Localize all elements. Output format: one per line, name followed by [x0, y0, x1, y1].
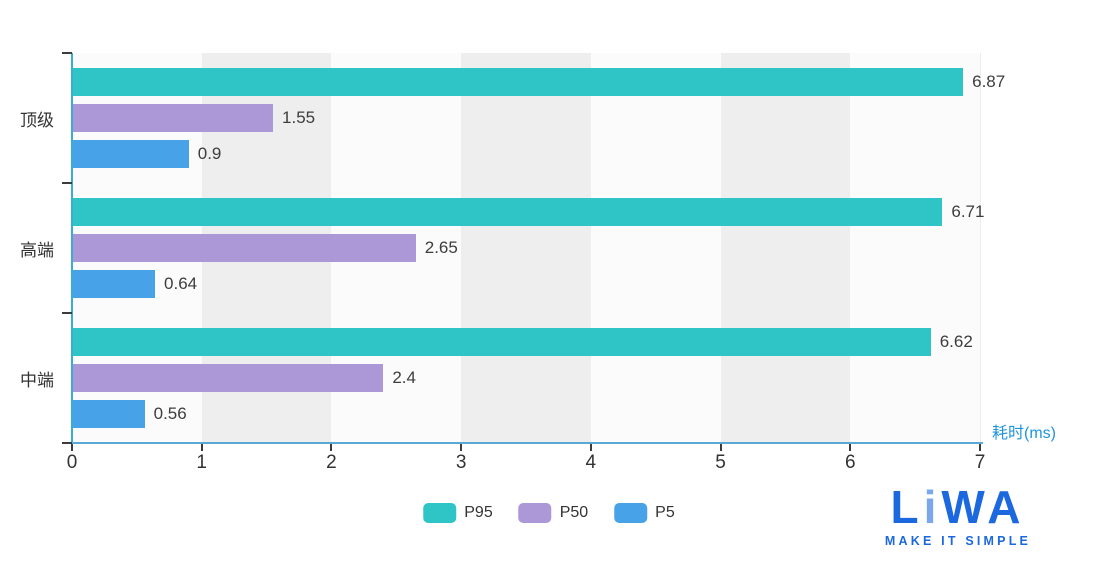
category-label-高端: 高端: [20, 240, 54, 260]
legend-swatch-p50: [518, 503, 552, 523]
bar-p50-中端: [72, 364, 384, 392]
logo-tagline: MAKE IT SIMPLE: [884, 534, 1032, 548]
x-tick-label: 3: [455, 452, 467, 473]
x-tick: [979, 444, 981, 451]
y-tick: [62, 442, 72, 444]
bar-p5-中端: [72, 400, 145, 428]
logo: LiWA MAKE IT SIMPLE: [850, 484, 1066, 548]
value-label: 0.9: [197, 144, 222, 163]
value-label: 2.65: [424, 238, 458, 257]
logo-letter: L: [890, 481, 924, 533]
value-label: 6.62: [939, 332, 973, 351]
x-tick: [719, 444, 722, 451]
category-label-顶级: 顶级: [20, 110, 54, 130]
x-axis-title: 耗时(ms): [992, 425, 1056, 442]
bar-p50-高端: [72, 234, 416, 262]
legend-label: P50: [559, 504, 589, 521]
y-tick: [62, 182, 72, 184]
legend: P95 P50 P5: [423, 503, 675, 523]
x-tick-label: 0: [66, 452, 78, 473]
x-tick: [200, 444, 203, 451]
category-label-中端: 中端: [20, 370, 54, 390]
value-label: 2.4: [392, 368, 416, 387]
plot-area: 6.87 1.55 0.9 6.71 2.65 0.64 6.62 2.4 0.56: [72, 53, 1005, 443]
bar-p50-顶级: [72, 104, 274, 132]
bar-p95-中端: [72, 328, 931, 356]
value-label: 6.71: [951, 202, 985, 221]
x-tick-label: 1: [196, 452, 207, 473]
x-tick: [589, 444, 592, 451]
y-tick: [62, 312, 72, 314]
x-tick: [71, 444, 73, 451]
x-tick-label: 2: [326, 452, 337, 473]
x-axis-line: [71, 442, 983, 444]
legend-label: P5: [655, 504, 675, 521]
x-tick: [849, 444, 852, 451]
grid-band: [461, 53, 591, 443]
bar-p5-顶级: [72, 140, 189, 168]
bar-p5-高端: [72, 270, 156, 298]
logo-wordmark: LiWA: [850, 484, 1066, 530]
logo-letter: W: [941, 481, 988, 533]
x-tick-label: 6: [844, 452, 856, 473]
logo-letter: i: [923, 481, 942, 533]
x-tick: [330, 444, 333, 451]
logo-letter: A: [987, 481, 1026, 533]
legend-item-p5[interactable]: P5: [614, 503, 675, 523]
bar-p95-高端: [72, 198, 943, 226]
legend-swatch-p95: [423, 503, 457, 523]
value-label: 0.64: [164, 274, 198, 293]
legend-label: P95: [464, 504, 493, 521]
legend-item-p50[interactable]: P50: [518, 503, 589, 523]
grid-band: [720, 53, 851, 443]
y-axis-category-labels: 顶级 高端 中端: [0, 53, 64, 443]
x-tick: [460, 444, 463, 451]
y-axis-line: [71, 53, 73, 444]
value-label: 0.56: [153, 404, 187, 423]
x-tick-label: 7: [974, 452, 986, 473]
bar-p95-顶级: [72, 68, 964, 96]
value-label: 6.87: [972, 72, 1006, 91]
x-tick-label: 5: [715, 452, 726, 473]
y-tick: [62, 52, 72, 54]
value-label: 1.55: [282, 108, 316, 127]
legend-item-p95[interactable]: P95: [423, 503, 493, 523]
x-tick-label: 4: [585, 452, 597, 473]
legend-swatch-p5: [614, 503, 648, 523]
